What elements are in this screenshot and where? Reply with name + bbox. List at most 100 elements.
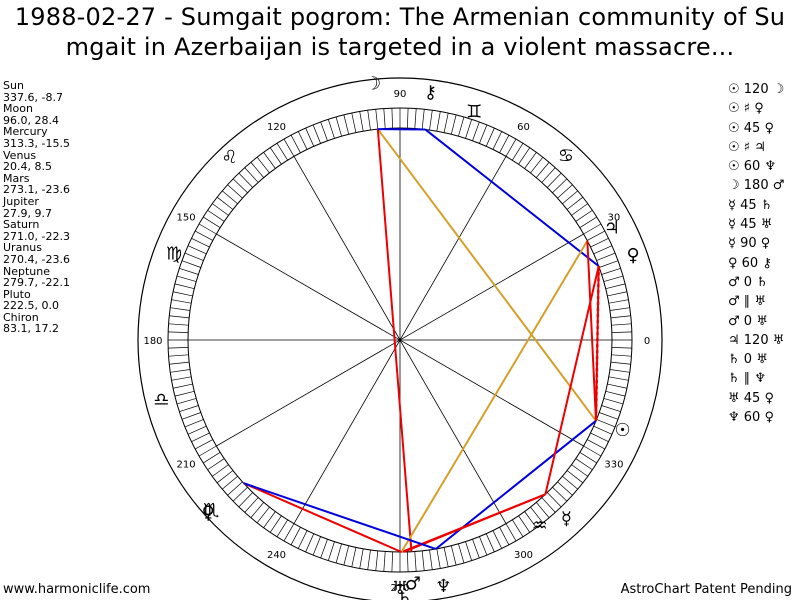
aspect-line (586, 240, 598, 421)
zodiac-glyph: ♍ (166, 243, 182, 264)
degree-tick (276, 519, 288, 537)
degree-tick (552, 178, 568, 193)
aspect-item: ♄ ∥ ♆ (728, 371, 767, 387)
planet-coords: 27.9, 9.7 (3, 206, 52, 220)
degree-label: 240 (267, 550, 286, 561)
degree-tick (170, 369, 191, 373)
degree-tick (198, 223, 217, 235)
aspect-item: ☽ 180 ♂ (728, 178, 785, 194)
degree-tick-ring (168, 108, 632, 572)
degree-tick (169, 361, 190, 365)
aspect-line (401, 493, 546, 553)
zodiac-glyphs: ♊ ♋ ♌ ♍ ♎ ♏ ♒ (153, 102, 574, 537)
degree-tick (499, 134, 510, 153)
degree-tick (541, 497, 556, 513)
degree-tick (232, 178, 248, 193)
degree-tick (170, 307, 191, 311)
degree-tick (343, 114, 350, 135)
degree-tick (590, 432, 609, 443)
degree-tick (443, 112, 449, 133)
degree-tick (593, 425, 613, 435)
degree-tick (391, 108, 393, 129)
degree-tick (269, 147, 282, 165)
degree-tick (203, 452, 221, 464)
degree-tick (590, 237, 609, 248)
degree-tick (375, 550, 379, 571)
degree-tick (609, 369, 630, 373)
degree-tick (297, 530, 308, 549)
degree-tick (421, 109, 425, 130)
degree-tick (611, 354, 632, 357)
degree-tick (238, 492, 253, 508)
degree-tick (479, 124, 488, 144)
degree-tick (359, 548, 364, 569)
degree-tick (407, 551, 409, 572)
degree-tick (575, 209, 593, 222)
degree-tick (174, 283, 195, 290)
jupiter-glyph: ♃ (604, 217, 620, 238)
degree-tick (172, 383, 193, 389)
degree-tick (505, 523, 517, 542)
degree-tick (450, 114, 457, 135)
saturn-glyph: ♄ (396, 588, 412, 600)
degree-tick (227, 184, 243, 199)
degree-tick (168, 323, 189, 326)
degree-tick (607, 383, 628, 389)
degree-tick (499, 527, 510, 546)
planet-name: Uranus (3, 241, 42, 255)
degree-tick (383, 551, 386, 572)
degree-tick (547, 172, 562, 188)
chart-title: 1988-02-27 - Sumgait pogrom: The Armenia… (14, 3, 786, 61)
planet-coords: 271.0, -22.3 (3, 229, 70, 243)
degree-tick (575, 458, 593, 471)
degree-tick (290, 527, 301, 546)
degree-tick (601, 405, 621, 413)
degree-tick (414, 551, 417, 572)
degree-tick (436, 111, 441, 132)
degree-tick (198, 445, 217, 457)
mars-glyph: ♂ (405, 574, 421, 595)
aspect-lines (243, 128, 600, 553)
footer-website[interactable]: www.harmoniclife.com (3, 582, 151, 597)
aspect-item: ☿ 45 ♅ (728, 217, 773, 233)
house-spokes (188, 128, 612, 552)
zodiac-glyph: ♊ (466, 102, 482, 123)
degree-tick (566, 470, 584, 484)
degree-tick (599, 412, 619, 420)
degree-tick (518, 147, 531, 165)
degree-tick (212, 464, 229, 477)
degree-tick (383, 108, 386, 129)
degree-tick (168, 331, 189, 333)
degree-tick (176, 398, 197, 405)
degree-tick (244, 497, 259, 513)
planet-coords: 96.0, 28.4 (3, 113, 59, 127)
degree-labels: 0 30 60 90 120 150 180 210 240 270 300 330 (143, 89, 650, 594)
planet-position-list: Sun 337.6, -8.7 Moon 96.0, 28.4 Mercury 313… (3, 80, 70, 335)
planet-coords: 83.1, 17.2 (3, 322, 59, 336)
degree-tick (297, 131, 308, 150)
degree-tick (562, 190, 578, 204)
degree-tick (557, 481, 573, 496)
planet-name: Mars (3, 171, 30, 185)
degree-tick (547, 492, 562, 508)
zodiac-glyph: ♋ (558, 146, 574, 167)
degree-tick (351, 112, 357, 133)
degree-tick (172, 291, 193, 297)
aspect-item: ♄ 0 ♅ (728, 352, 768, 368)
degree-tick (168, 347, 189, 349)
planet-name: Saturn (3, 218, 40, 232)
degree-tick (530, 156, 544, 174)
degree-tick (290, 134, 301, 153)
house-spoke (216, 233, 584, 447)
degree-tick (562, 476, 578, 490)
degree-tick (179, 267, 199, 275)
degree-tick (250, 162, 264, 178)
degree-tick (174, 390, 195, 397)
degree-tick (207, 458, 225, 471)
degree-tick (557, 184, 573, 199)
degree-tick (596, 252, 616, 261)
degree-tick (335, 116, 342, 137)
planet-coords: 270.4, -23.6 (3, 252, 70, 266)
degree-tick (608, 376, 629, 381)
